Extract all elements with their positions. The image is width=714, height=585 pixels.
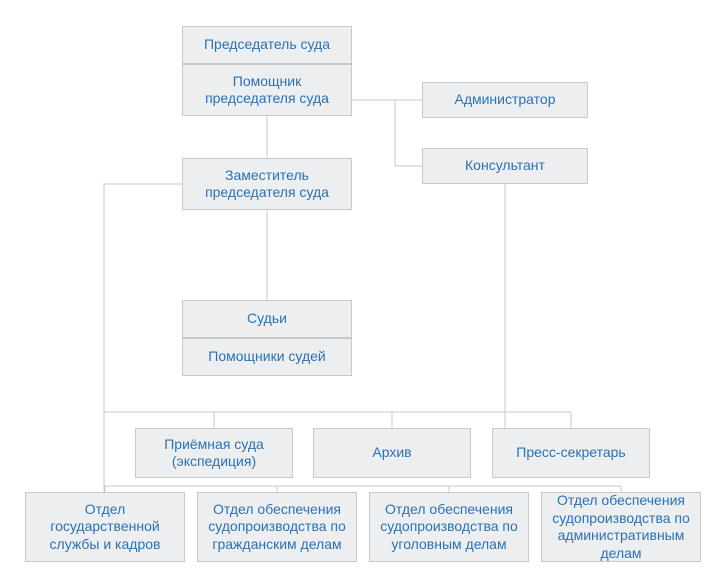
node-pres_helper: Помощник председателя суда [182,64,352,116]
node-criminal: Отдел обеспечения судопроизводства по уг… [369,492,529,562]
node-deputy: Заместитель председателя суда [182,158,352,210]
edge [352,100,422,166]
node-archive: Архив [313,428,471,478]
node-judges: Судьи [182,300,352,338]
node-reception: Приёмная суда (экспедиция) [135,428,293,478]
node-admincases: Отдел обеспечения судопроизводства по ад… [541,492,701,562]
node-pres: Председатель суда [182,26,352,64]
node-hr: Отдел государственной службы и кадров [25,492,185,562]
node-press: Пресс-секретарь [492,428,650,478]
node-civil: Отдел обеспечения судопроизводства по гр… [197,492,357,562]
node-judge_help: Помощники судей [182,338,352,376]
node-admin: Администратор [422,82,588,118]
node-consult: Консультант [422,148,588,184]
org-chart: Председатель судаПомощник председателя с… [0,0,714,585]
